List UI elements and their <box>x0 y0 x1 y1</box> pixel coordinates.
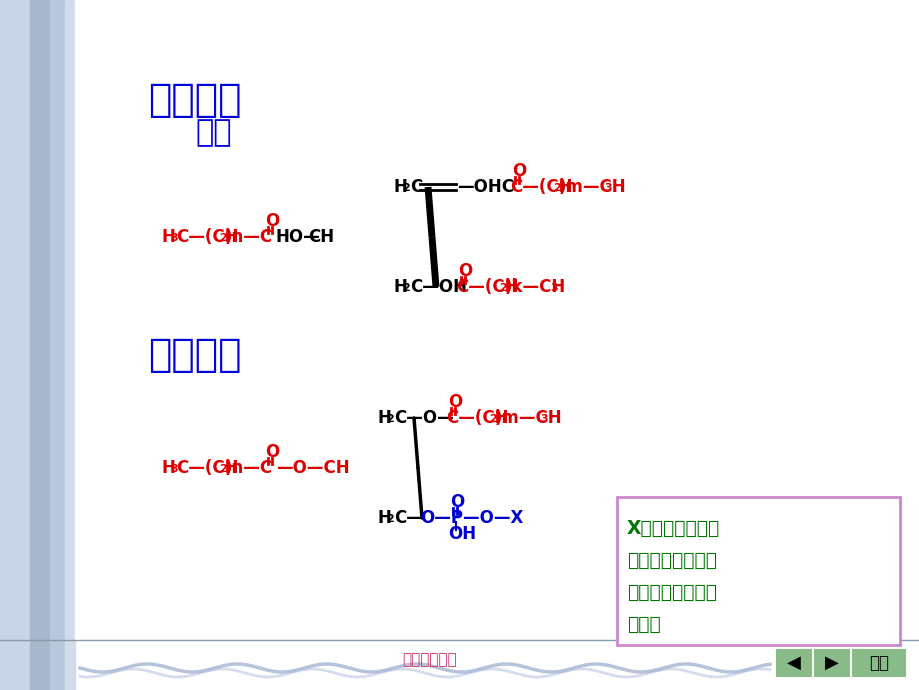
Text: 越努力越幸运: 越努力越幸运 <box>403 653 457 667</box>
Text: O: O <box>265 443 279 461</box>
Text: O: O <box>265 212 279 230</box>
Text: )m—CH: )m—CH <box>559 178 626 196</box>
FancyBboxPatch shape <box>617 497 899 645</box>
Text: 甘油等: 甘油等 <box>627 615 660 634</box>
Text: ◀: ◀ <box>787 654 800 672</box>
Text: H: H <box>393 278 407 296</box>
Text: O—P—O—X: O—P—O—X <box>420 509 523 527</box>
Text: H: H <box>378 409 391 427</box>
Text: H: H <box>378 509 391 527</box>
Bar <box>852 650 904 676</box>
Text: 2: 2 <box>402 183 409 193</box>
Text: CH: CH <box>308 228 334 246</box>
Text: C—(CH: C—(CH <box>176 459 238 477</box>
Bar <box>814 650 848 676</box>
Text: 2: 2 <box>552 183 561 193</box>
Text: 3: 3 <box>604 183 611 193</box>
Text: )n—C: )n—C <box>225 459 273 477</box>
Text: O: O <box>449 493 464 511</box>
Text: C—OH: C—OH <box>410 278 467 296</box>
Text: )m—CH: )m—CH <box>494 409 562 427</box>
Text: O: O <box>458 262 471 280</box>
Text: 2: 2 <box>219 464 226 474</box>
Text: C—(CH: C—(CH <box>446 409 508 427</box>
Bar <box>50 0 65 690</box>
Text: C—: C— <box>393 509 423 527</box>
Text: C—(CH: C—(CH <box>456 278 518 296</box>
Text: )n—C: )n—C <box>225 228 273 246</box>
Text: )k—CH: )k—CH <box>505 278 565 296</box>
Text: 3: 3 <box>550 283 557 293</box>
Text: 甘油三脂: 甘油三脂 <box>148 81 241 119</box>
Bar <box>0 0 30 690</box>
Bar <box>65 0 75 690</box>
Text: X＝胆碱、水、乙: X＝胆碱、水、乙 <box>627 519 720 538</box>
Text: H: H <box>162 459 176 477</box>
Text: 3: 3 <box>539 414 547 424</box>
Text: 2: 2 <box>386 414 393 424</box>
Text: HO—: HO— <box>276 228 321 246</box>
Text: H: H <box>162 228 176 246</box>
Text: 2: 2 <box>402 283 409 293</box>
Bar <box>777 650 811 676</box>
Text: 3: 3 <box>170 464 177 474</box>
Text: 2: 2 <box>386 514 393 524</box>
Text: 2: 2 <box>489 414 496 424</box>
Text: O: O <box>448 393 461 411</box>
Text: 2: 2 <box>498 283 506 293</box>
Text: C: C <box>410 178 422 196</box>
Text: 甘油: 甘油 <box>195 119 232 148</box>
Text: 醇胺、丝氨酸、甘: 醇胺、丝氨酸、甘 <box>627 551 716 570</box>
Text: 油、肌醇、磷脂酰: 油、肌醇、磷脂酰 <box>627 583 716 602</box>
Bar <box>30 0 50 690</box>
Text: 3: 3 <box>170 233 177 243</box>
Text: C—O—: C—O— <box>393 409 453 427</box>
Text: 目录: 目录 <box>868 654 888 672</box>
Text: —OHC: —OHC <box>457 178 514 196</box>
Text: OH: OH <box>448 525 476 543</box>
Text: H: H <box>393 178 407 196</box>
Text: 甘油磷脂: 甘油磷脂 <box>148 336 241 374</box>
Text: 2: 2 <box>219 233 226 243</box>
Text: C—(CH: C—(CH <box>509 178 572 196</box>
Text: ▶: ▶ <box>824 654 838 672</box>
Text: C—(CH: C—(CH <box>176 228 238 246</box>
Text: —O—CH: —O—CH <box>276 459 349 477</box>
Text: O: O <box>512 162 526 180</box>
